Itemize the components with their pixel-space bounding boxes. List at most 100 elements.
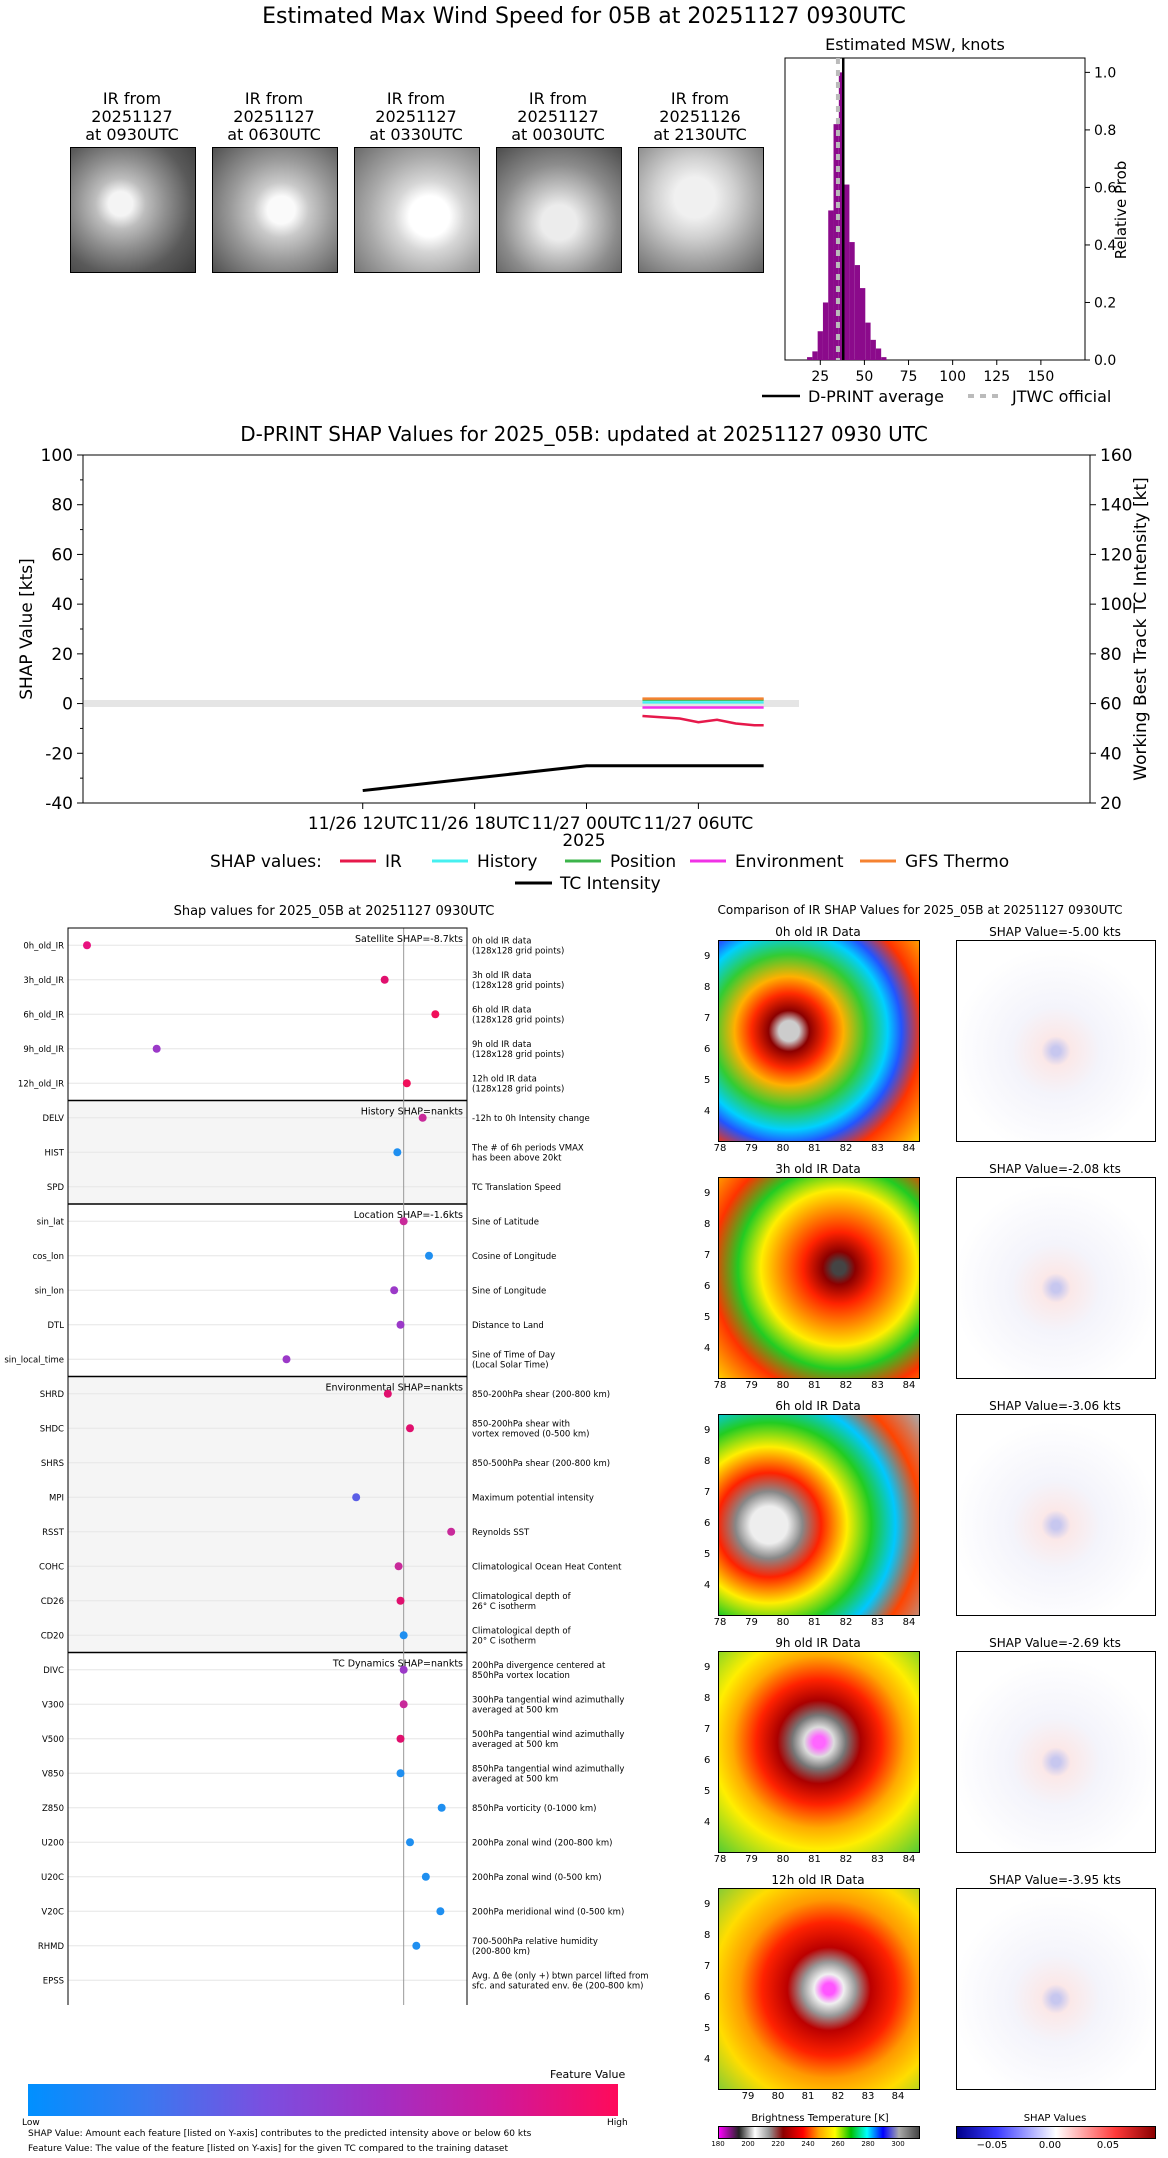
feature-description: 850-200hPa shear (200-800 km): [472, 1390, 610, 1400]
feature-label: V300: [42, 1700, 64, 1710]
ir-map-y-tick: 4: [704, 1343, 711, 1354]
feature-shap-point: [396, 1320, 405, 1329]
legend-dprint-label: D-PRINT average: [808, 387, 944, 406]
ts-left-tick-label: 0: [62, 695, 73, 715]
feature-label: cos_lon: [32, 1252, 64, 1262]
ts-left-tick-label: 60: [51, 545, 73, 565]
feature-shap-point: [425, 1251, 433, 1260]
ts-left-y-label: SHAP Value [kts]: [17, 558, 37, 700]
feature-description: vortex removed (0-500 km): [472, 1429, 589, 1439]
feature-shap-point: [399, 1631, 408, 1640]
ts-legend-label: Position: [610, 852, 676, 872]
msw-y-tick-label: 0.2: [1094, 295, 1116, 311]
shap-value-map: [956, 1414, 1156, 1616]
ir-map-y-tick: 4: [704, 1106, 711, 1117]
feature-description: Sine of Latitude: [472, 1217, 539, 1227]
msw-x-tick-label: 75: [900, 369, 918, 385]
shap-cbar-tick: 0.05: [1096, 2140, 1120, 2151]
feature-description: 850hPa tangential wind azimuthally: [472, 1764, 624, 1774]
ir-map-y-tick: 6: [704, 1281, 711, 1292]
feature-label: sin_lat: [37, 1217, 65, 1227]
ir-map-x-tick: 80: [776, 1380, 790, 1391]
ts-x-tick-label: 11/27 00UTC: [532, 814, 642, 834]
feature-description: averaged at 500 km: [472, 1705, 558, 1715]
feature-label: EPSS: [43, 1976, 64, 1986]
ir-satellite-image: [496, 147, 622, 273]
ir-satellite-image: [638, 147, 764, 273]
feature-description: 200hPa zonal wind (0-500 km): [472, 1873, 602, 1883]
feature-label: sin_local_time: [4, 1355, 64, 1365]
feature-description: sfc. and saturated env. θe (200-800 km): [472, 1981, 644, 1991]
msw-bar: [807, 357, 813, 360]
feature-group-panel: [68, 1376, 467, 1653]
bt-cbar-tick: 200: [741, 2140, 755, 2148]
feature-description: Cosine of Longitude: [472, 1252, 556, 1262]
feature-description: 300hPa tangential wind azimuthally: [472, 1695, 624, 1705]
feature-shap-point: [282, 1355, 291, 1364]
feature-description: The # of 6h periods VMAX: [471, 1143, 584, 1153]
ir-map-x-tick: 79: [745, 1380, 758, 1391]
shap-colorbar: [956, 2126, 1156, 2139]
ir-map-x-tick: 80: [771, 2091, 785, 2102]
feature-label: Z850: [42, 1804, 64, 1814]
ts-left-tick-label: 20: [51, 645, 73, 665]
ir-data-title: 0h old IR Data: [775, 925, 861, 939]
ir-map-y-tick: 7: [704, 1487, 711, 1498]
feature-shap-point: [447, 1527, 456, 1536]
ir-panel-caption: IR from 20251127 at 0930UTC: [85, 89, 179, 144]
feature-shap-chart: Satellite SHAP=-8.7kts 0h_old_IR 0h old IR…: [4, 927, 649, 2005]
ts-right-y-label: Working Best Track TC Intensity [kt]: [1131, 477, 1151, 781]
ir-map-x-tick: 81: [808, 1143, 821, 1154]
ir-map-x-tick: 80: [776, 1143, 790, 1154]
msw-bars: [807, 58, 887, 361]
ir-map-y-tick: 6: [704, 1992, 711, 2003]
msw-x-tick-label: 25: [811, 369, 829, 385]
shap-cbar-tick: 0.00: [1038, 2140, 1062, 2151]
feature-label: HIST: [45, 1148, 65, 1158]
feature-label: CD20: [41, 1631, 64, 1641]
ts-legend: SHAP values: IR History Position Environment…: [210, 852, 1009, 894]
feature-label: 12h_old_IR: [18, 1079, 64, 1089]
feature-description: 3h old IR data: [472, 971, 531, 981]
feature-label: 3h_old_IR: [23, 976, 64, 986]
feature-label: RHMD: [38, 1942, 65, 1952]
ir-map-y-tick: 5: [704, 1549, 711, 1560]
feature-shap-point: [406, 1838, 414, 1847]
ir-map-x-tick: 81: [808, 1617, 821, 1628]
ir-map-x-tick: 84: [902, 1143, 916, 1154]
feature-description: 200hPa divergence centered at: [472, 1661, 606, 1671]
feature-label: DELV: [42, 1114, 64, 1124]
ir-data-map: [718, 1888, 920, 2090]
feature-description: 0h old IR data: [472, 936, 531, 946]
feature-description: 200hPa meridional wind (0-500 km): [472, 1907, 624, 1917]
ir-map-x-tick: 83: [871, 1617, 884, 1628]
ir-map-x-tick: 83: [871, 1854, 884, 1865]
feature-label: 9h_old_IR: [23, 1045, 64, 1055]
msw-bar: [822, 302, 829, 360]
ts-right-tick-label: 140: [1100, 496, 1132, 516]
feature-shap-point: [431, 1010, 440, 1019]
ir-compare-title: Comparison of IR SHAP Values for 2025_05…: [717, 903, 1123, 917]
feature-group-label: Location SHAP=-1.6kts: [354, 1210, 463, 1221]
msw-y-tick-label: 1.0: [1094, 65, 1116, 81]
feature-description: Avg. Δ θe (only +) btwn parcel lifted fr…: [472, 1971, 649, 1981]
feature-description: (128x128 grid points): [472, 1084, 564, 1094]
feature-label: CD26: [41, 1597, 64, 1607]
ir-map-x-tick: 78: [713, 1854, 727, 1865]
feature-label: SHRS: [41, 1459, 64, 1469]
shap-value-map: [956, 1651, 1156, 1853]
msw-bar: [838, 72, 845, 360]
msw-bar: [875, 348, 882, 360]
ts-right-tick-label: 20: [1100, 794, 1122, 814]
ir-map-x-tick: 80: [776, 1617, 790, 1628]
legend-jtwc-label: JTWC official: [1011, 387, 1111, 406]
msw-bar: [865, 322, 871, 360]
msw-bar: [844, 184, 850, 360]
ir-map-x-tick: 82: [839, 1380, 853, 1391]
ts-x-tick-label: 11/26 18UTC: [420, 814, 530, 834]
msw-bar: [860, 288, 866, 360]
ir-data-map: [718, 940, 920, 1142]
ir-map-y-tick: 5: [704, 1312, 711, 1323]
ir-map-y-tick: 5: [704, 1786, 711, 1797]
feature-shap-point: [399, 1217, 408, 1226]
